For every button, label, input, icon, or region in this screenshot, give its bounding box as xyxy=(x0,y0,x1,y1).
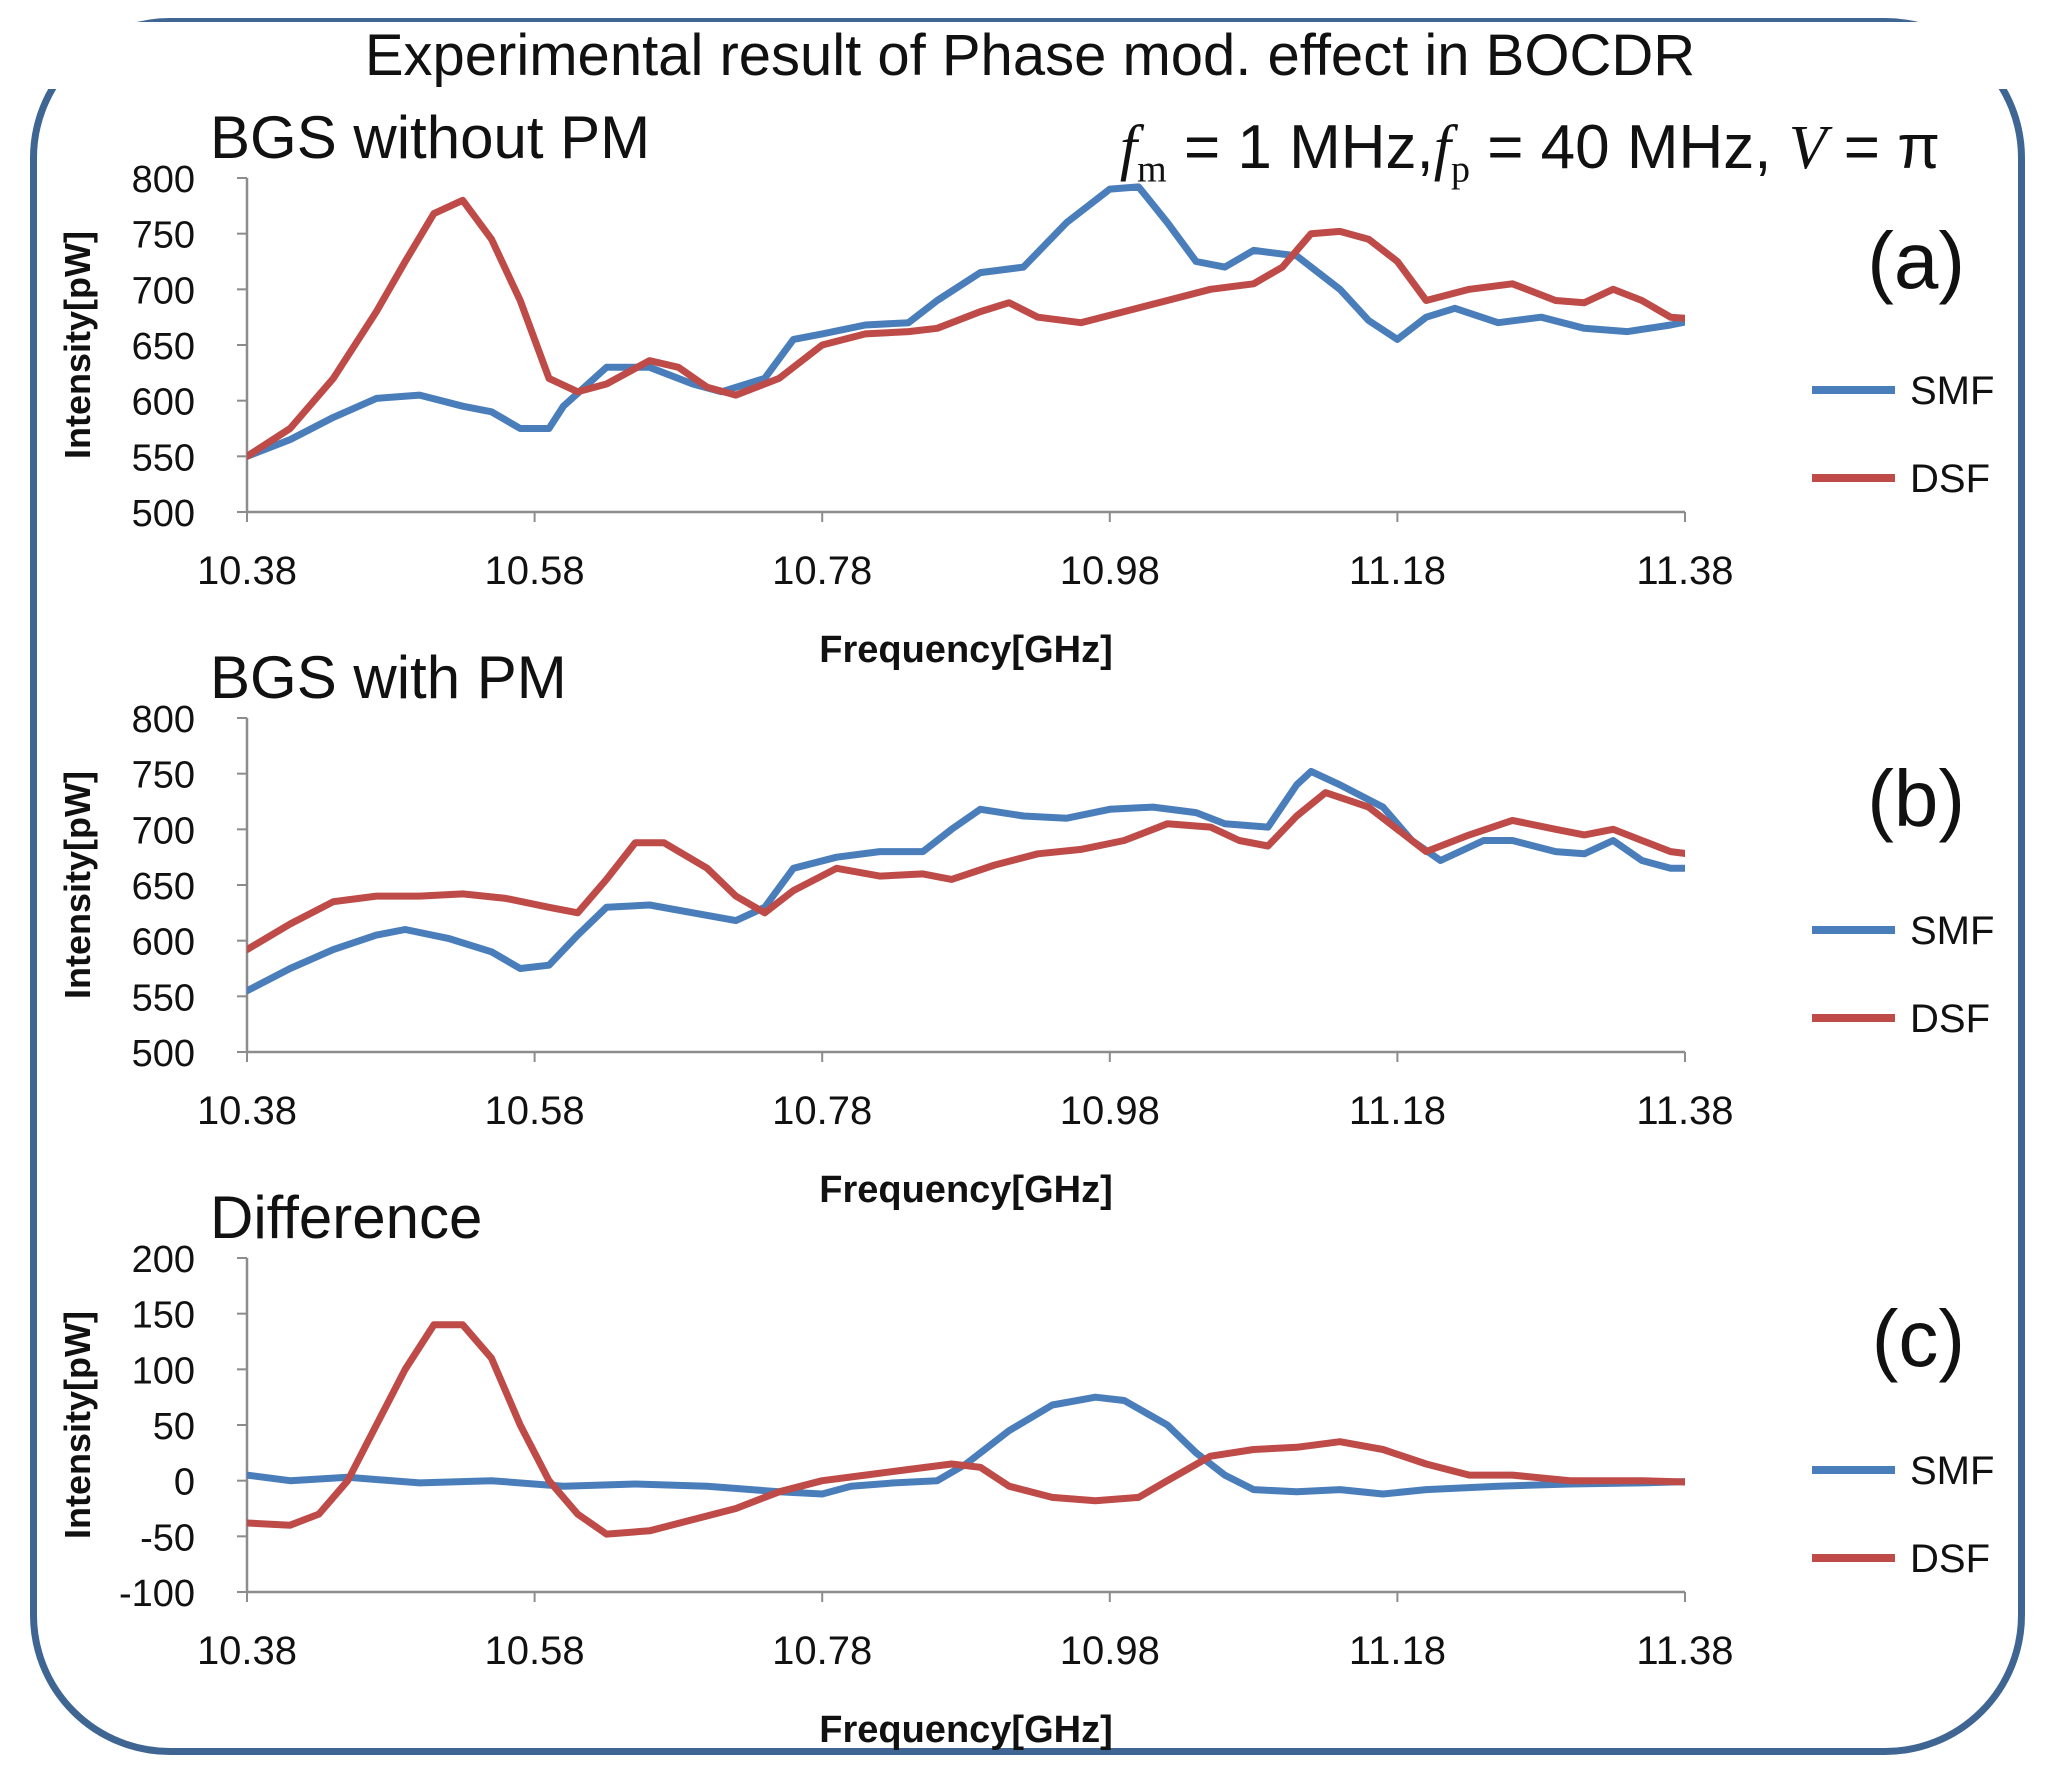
panel-label: (b) xyxy=(1867,754,1965,843)
parameter-annotation: fm = 1 MHz,fp = 40 MHz, V = π xyxy=(1120,112,1940,191)
param-v-symbol: V xyxy=(1788,114,1827,182)
x-tick-label: 11.18 xyxy=(1349,1629,1446,1673)
y-axis-title: Intensity[pW] xyxy=(57,231,98,459)
y-tick-label: 650 xyxy=(132,326,195,368)
y-tick-label: 550 xyxy=(132,977,195,1019)
x-tick-label: 10.98 xyxy=(1060,1089,1160,1133)
series-line-smf xyxy=(247,767,1685,995)
x-tick-label: 10.38 xyxy=(197,549,297,593)
y-tick-label: 550 xyxy=(132,437,195,479)
param-fm-sub: m xyxy=(1137,148,1167,191)
legend-label-dsf: DSF xyxy=(1910,457,1990,501)
y-tick-label: -50 xyxy=(140,1517,195,1559)
chart-subtitle: BGS with PM xyxy=(210,644,567,711)
x-axis-title: Frequency[GHz] xyxy=(819,629,1112,671)
x-tick-label: 10.98 xyxy=(1060,1629,1160,1673)
series-line-dsf xyxy=(247,789,1685,954)
y-tick-label: 750 xyxy=(132,755,195,797)
x-tick-label: 10.78 xyxy=(772,549,872,593)
y-tick-label: -100 xyxy=(119,1573,195,1615)
param-fp-sub: p xyxy=(1450,148,1470,191)
x-tick-label: 10.98 xyxy=(1060,549,1160,593)
x-tick-label: 10.38 xyxy=(197,1629,297,1673)
x-tick-label: 11.18 xyxy=(1349,1089,1446,1133)
x-tick-label: 11.38 xyxy=(1636,1089,1733,1133)
chart-panel-2: BGS with PM 500 550 600 650 700 750 800 10.38 10.… xyxy=(57,644,1994,1211)
series-line-smf xyxy=(247,1393,1685,1498)
x-tick-label: 10.78 xyxy=(772,1629,872,1673)
y-tick-label: 800 xyxy=(132,159,195,201)
param-fm-symbol: f xyxy=(1119,114,1138,182)
y-tick-label: 150 xyxy=(132,1295,195,1337)
x-tick-label: 10.78 xyxy=(772,1089,872,1133)
y-tick-label: 100 xyxy=(132,1350,195,1392)
x-tick-label: 10.58 xyxy=(485,1629,585,1673)
x-tick-label: 10.58 xyxy=(485,1089,585,1133)
legend-label-smf: SMF xyxy=(1910,1449,1994,1493)
legend-label-dsf: DSF xyxy=(1910,1537,1990,1581)
chart-subtitle: Difference xyxy=(210,1184,482,1251)
y-tick-label: 600 xyxy=(132,382,195,424)
param-v-value: = π xyxy=(1826,113,1940,182)
y-tick-label: 700 xyxy=(132,810,195,852)
x-tick-label: 11.38 xyxy=(1636,549,1733,593)
legend-label-smf: SMF xyxy=(1910,909,1994,953)
y-tick-label: 800 xyxy=(132,699,195,741)
y-tick-label: 200 xyxy=(132,1239,195,1281)
chart-panel-3: Difference -100 -50 0 50 100 150 200 10.38 10.58 1… xyxy=(57,1184,1994,1751)
series-line-dsf xyxy=(247,1321,1685,1538)
panel-label: (a) xyxy=(1867,216,1965,305)
figure-frame xyxy=(30,18,2025,1755)
param-fp-symbol: f xyxy=(1433,114,1451,182)
param-fp-value: = 40 MHz, xyxy=(1469,113,1789,182)
y-tick-label: 600 xyxy=(132,922,195,964)
chart-panel-1: BGS without PM 500 550 600 650 700 750 800 10.38… xyxy=(57,104,1994,671)
y-tick-label: 0 xyxy=(174,1462,195,1504)
y-tick-label: 700 xyxy=(132,270,195,312)
y-tick-label: 500 xyxy=(132,1033,195,1075)
figure-title: Experimental result of Phase mod. effect… xyxy=(0,22,2060,89)
y-axis-title: Intensity[pW] xyxy=(57,771,98,999)
legend-label-smf: SMF xyxy=(1910,369,1994,413)
x-tick-label: 10.38 xyxy=(197,1089,297,1133)
series-line-smf xyxy=(247,183,1685,460)
x-axis-title: Frequency[GHz] xyxy=(819,1169,1112,1211)
y-tick-label: 750 xyxy=(132,215,195,257)
legend-label-dsf: DSF xyxy=(1910,997,1990,1041)
x-tick-label: 11.38 xyxy=(1636,1629,1733,1673)
y-tick-label: 50 xyxy=(153,1406,195,1448)
figure-title-text: Experimental result of Phase mod. effect… xyxy=(350,23,1710,88)
param-fm-value: = 1 MHz, xyxy=(1166,113,1434,182)
x-axis-title: Frequency[GHz] xyxy=(819,1709,1112,1751)
series-line-dsf xyxy=(247,196,1685,460)
y-axis-title: Intensity[pW] xyxy=(57,1311,98,1539)
panel-label: (c) xyxy=(1872,1294,1965,1383)
y-tick-label: 650 xyxy=(132,866,195,908)
chart-subtitle: BGS without PM xyxy=(210,104,650,171)
x-tick-label: 10.58 xyxy=(485,549,585,593)
x-tick-label: 11.18 xyxy=(1349,549,1446,593)
y-tick-label: 500 xyxy=(132,493,195,535)
